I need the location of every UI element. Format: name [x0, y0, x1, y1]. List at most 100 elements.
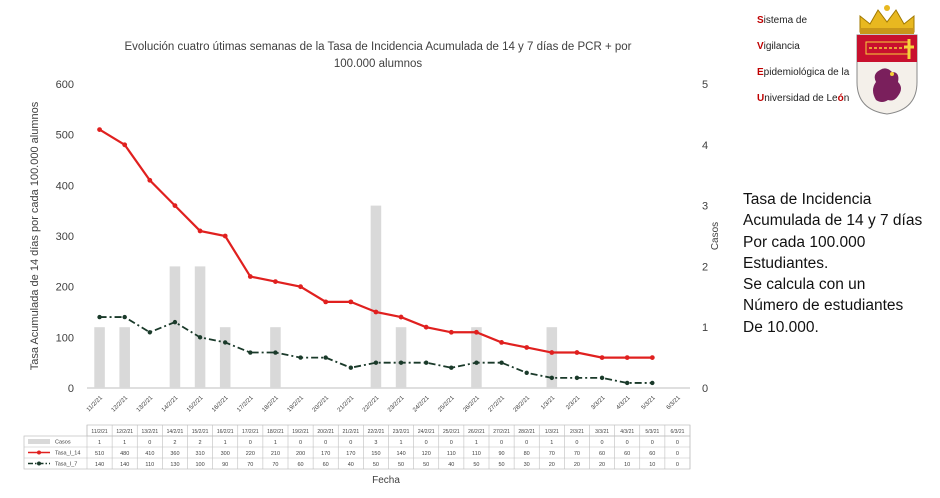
institution-line: Universidad de León [757, 93, 850, 104]
table-header-cell: 25/2/21 [443, 429, 460, 435]
legend-marker-tasa-7 [37, 461, 41, 466]
table-cell: 90 [499, 451, 505, 457]
point-tasa-14 [474, 329, 479, 335]
line-tasa-7 [99, 316, 653, 384]
leon-coat-of-arms-icon [856, 5, 918, 115]
table-header-cell: 27/2/21 [493, 429, 510, 435]
point-tasa-14 [649, 355, 655, 360]
institution-line: Vigilancia [757, 41, 800, 52]
point-tasa-14 [574, 350, 580, 355]
point-tasa-14 [448, 329, 454, 335]
table-cell: 140 [396, 451, 405, 457]
table-cell: 40 [448, 462, 454, 468]
point-tasa-7 [197, 335, 203, 340]
table-header-cell: 16/2/21 [217, 429, 234, 435]
table-cell: 100 [195, 462, 204, 468]
table-cell: 40 [348, 462, 354, 468]
table-cell: 510 [95, 451, 104, 457]
table-header-cell: 12/2/21 [116, 429, 133, 435]
x-tick-label: 26/2/21 [462, 395, 481, 414]
point-tasa-14 [222, 233, 228, 239]
point-tasa-7 [172, 319, 178, 325]
point-tasa-14 [348, 299, 354, 305]
point-tasa-14 [499, 340, 504, 345]
description-line: De 10.000. [743, 318, 819, 336]
x-tick-label: 4/3/21 [616, 395, 633, 412]
point-tasa-14 [323, 299, 329, 305]
legend-marker-tasa-14 [37, 450, 41, 455]
point-tasa-14 [97, 127, 102, 132]
table-cell: 480 [120, 451, 129, 457]
y2-tick-label: 2 [702, 261, 708, 273]
table-cell: 2 [173, 440, 176, 446]
bar-casos [169, 266, 181, 388]
x-tick-label: 28/2/21 [513, 395, 532, 414]
table-header-cell: 11/2/21 [91, 429, 108, 435]
point-tasa-7 [423, 360, 429, 365]
x-tick-label: 17/2/21 [236, 395, 255, 414]
point-tasa-7 [398, 360, 404, 365]
bar-casos [219, 327, 231, 388]
table-cell: 90 [222, 462, 228, 468]
description-line: Estudiantes. [743, 254, 829, 272]
x-tick-label: 5/3/21 [641, 395, 658, 412]
y-tick-label: 0 [68, 383, 74, 395]
table-cell: 50 [499, 462, 505, 468]
y2-tick-label: 0 [702, 383, 708, 395]
table-cell: 360 [170, 451, 179, 457]
table-cell: 300 [221, 451, 230, 457]
y-tick-label: 100 [56, 332, 74, 344]
point-tasa-7 [474, 360, 479, 365]
chart-title: Evolución cuatro útimas semanas de la Ta… [124, 41, 631, 70]
bar-casos [194, 266, 206, 388]
table-cell: 10 [649, 462, 655, 468]
table-header-cell: 23/2/21 [393, 429, 410, 435]
point-tasa-7 [499, 360, 504, 365]
table-cell: 20 [574, 462, 580, 468]
table-cell: 20 [549, 462, 555, 468]
bar-casos [471, 327, 482, 388]
y2-tick-label: 1 [702, 322, 708, 334]
table-cell: 60 [323, 462, 329, 468]
description-line: Número de estudiantes [743, 297, 904, 315]
table-cell: 110 [472, 451, 481, 457]
table-cell: 170 [321, 451, 330, 457]
table-cell: 1 [274, 440, 277, 446]
point-tasa-7 [222, 340, 228, 345]
x-tick-label: 6/3/21 [666, 395, 683, 412]
table-cell: 50 [423, 462, 429, 468]
table-cell: 0 [601, 440, 604, 446]
point-tasa-14 [298, 284, 303, 290]
point-tasa-14 [122, 142, 128, 148]
point-tasa-7 [323, 355, 328, 360]
point-tasa-7 [122, 314, 127, 320]
x-tick-label: 20/2/21 [312, 395, 331, 414]
table-header-cell: 3/3/21 [595, 429, 609, 435]
point-tasa-7 [373, 360, 379, 365]
legend-label: Tasa_I_7 [55, 462, 77, 468]
table-header-cell: 17/2/21 [242, 429, 259, 435]
point-tasa-14 [524, 345, 530, 350]
x-tick-label: 1/3/21 [540, 395, 557, 412]
table-header-cell: 21/2/21 [342, 429, 359, 435]
x-tick-label: 19/2/21 [287, 395, 306, 414]
point-tasa-7 [248, 350, 253, 355]
table-cell: 1 [550, 440, 553, 446]
data-table: 11/2/21 12/2/21 13/2/21 14/2/21 15/2/21 16/2/… [23, 424, 691, 470]
x-tick-label: 11/2/21 [86, 395, 105, 414]
table-cell: 0 [425, 440, 428, 446]
table-cell: 70 [247, 462, 253, 468]
point-tasa-7 [624, 380, 630, 386]
table-cell: 1 [475, 440, 478, 446]
x-axis-label: Fecha [372, 475, 400, 486]
institution-line: Epidemiológica de la [757, 67, 850, 78]
table-cell: 0 [651, 440, 654, 446]
table-cell: 20 [599, 462, 605, 468]
table-cell: 50 [373, 462, 379, 468]
y2-tick-label: 4 [702, 140, 708, 152]
bar-casos [370, 205, 382, 388]
point-tasa-14 [398, 314, 404, 320]
bar-casos [546, 327, 558, 388]
bar-casos [395, 327, 407, 388]
